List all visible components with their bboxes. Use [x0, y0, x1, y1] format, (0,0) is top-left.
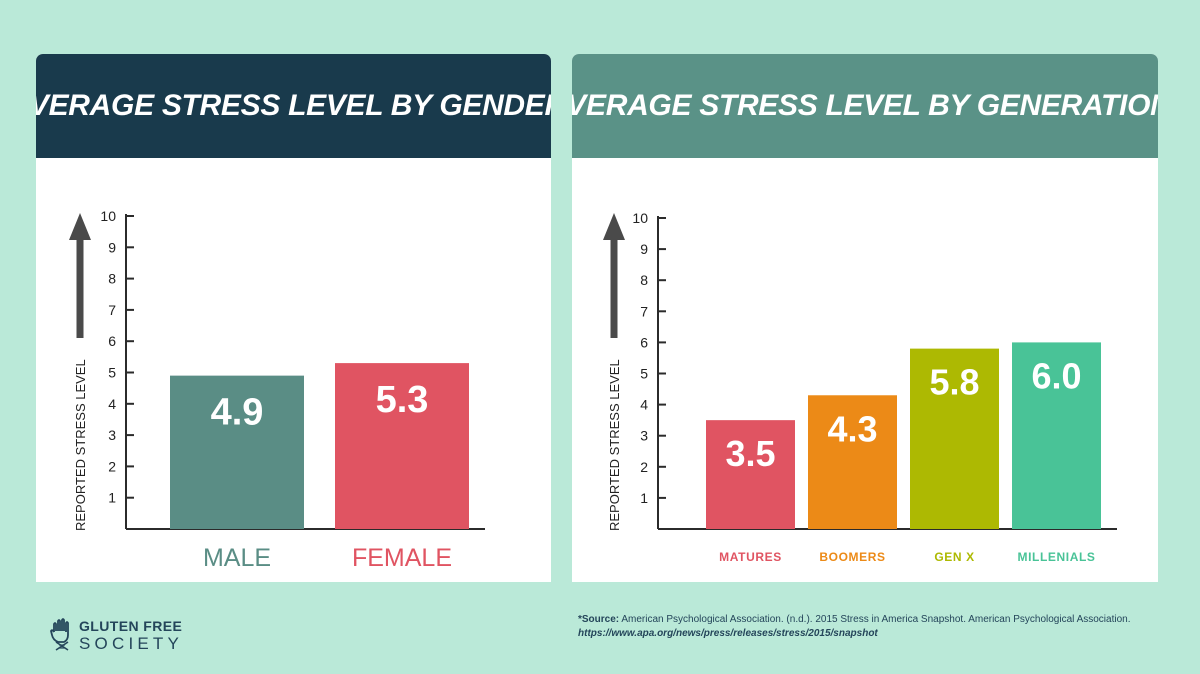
- generation-chart-card: AVERAGE STRESS LEVEL BY GENERATION* 1 2 3 4…: [572, 54, 1158, 582]
- bar: [1012, 342, 1101, 529]
- y-tick-label: 5: [108, 365, 116, 381]
- x-category-label: MATURES: [719, 550, 782, 564]
- gender-chart-title: AVERAGE STRESS LEVEL BY GENDER*: [36, 89, 551, 122]
- bar: [910, 348, 999, 529]
- y-tick-label: 6: [108, 333, 116, 349]
- y-tick-label: 7: [640, 303, 648, 319]
- bar: [335, 363, 469, 529]
- gluten-free-society-logo: GLUTEN FREE SOCIETY: [48, 616, 188, 656]
- bar-value-label: 3.5: [725, 433, 775, 474]
- y-tick-label: 1: [108, 490, 116, 506]
- x-category-label: FEMALE: [352, 544, 452, 572]
- source-prefix: *Source:: [578, 614, 620, 625]
- bar-value-label: 5.3: [376, 379, 429, 421]
- source-citation: *Source: American Psychological Associat…: [578, 613, 1178, 641]
- generation-bar-chart: 1 2 3 4 5 6 7 8 9 10 REPORTED STRESS LEVEL 3.5 MATUR…: [603, 210, 1117, 564]
- bar-value-label: 6.0: [1031, 355, 1081, 396]
- y-tick-label: 2: [640, 459, 648, 475]
- y-tick-label: 6: [640, 334, 648, 350]
- bar: [706, 420, 795, 529]
- y-axis-label: REPORTED STRESS LEVEL: [73, 359, 88, 531]
- y-axis-arrow-head: [603, 213, 625, 240]
- bar-value-label: 4.9: [211, 392, 264, 434]
- bar-value-label: 5.8: [929, 362, 979, 403]
- y-tick-label: 2: [108, 458, 116, 474]
- y-tick-label: 9: [108, 239, 116, 255]
- y-axis-label: REPORTED STRESS LEVEL: [607, 359, 622, 531]
- logo-text-line1: GLUTEN FREE: [79, 618, 183, 634]
- gender-chart-card: AVERAGE STRESS LEVEL BY GENDER* 1 2 3 4 5 6 7 8…: [36, 54, 551, 582]
- y-tick-label: 1: [640, 490, 648, 506]
- y-tick-label: 10: [100, 208, 116, 224]
- gender-bar-chart: 1 2 3 4 5 6 7 8 9 10 REPORTED STRESS LEVEL 4.9 MALE 5…: [69, 208, 485, 572]
- bar-value-label: 4.3: [827, 408, 877, 449]
- x-category-label: BOOMERS: [819, 550, 885, 564]
- y-tick-label: 4: [108, 396, 116, 412]
- y-tick-label: 3: [108, 427, 116, 443]
- x-category-label: GEN X: [934, 550, 974, 564]
- y-tick-label: 3: [640, 428, 648, 444]
- y-tick-label: 4: [640, 397, 648, 413]
- generation-chart-header: AVERAGE STRESS LEVEL BY GENERATION*: [572, 54, 1158, 158]
- gender-chart-header: AVERAGE STRESS LEVEL BY GENDER*: [36, 54, 551, 158]
- y-axis-arrow-head: [69, 213, 91, 240]
- hand-dna-icon: [50, 618, 69, 651]
- y-tick-label: 9: [640, 241, 648, 257]
- bar: [808, 395, 897, 529]
- bar: [170, 375, 304, 529]
- y-tick-label: 5: [640, 366, 648, 382]
- x-category-label: MILLENIALS: [1018, 550, 1096, 564]
- x-category-label: MALE: [203, 544, 271, 572]
- y-tick-label: 8: [640, 272, 648, 288]
- y-tick-label: 7: [108, 302, 116, 318]
- source-url[interactable]: https://www.apa.org/news/press/releases/…: [578, 628, 878, 639]
- source-text: American Psychological Association. (n.d…: [619, 614, 1131, 625]
- y-tick-label: 10: [632, 210, 648, 226]
- y-tick-label: 8: [108, 271, 116, 287]
- logo-text-line2: SOCIETY: [79, 634, 184, 653]
- source-line: *Source: American Psychological Associat…: [578, 613, 1178, 627]
- generation-chart-title: AVERAGE STRESS LEVEL BY GENERATION*: [572, 89, 1158, 122]
